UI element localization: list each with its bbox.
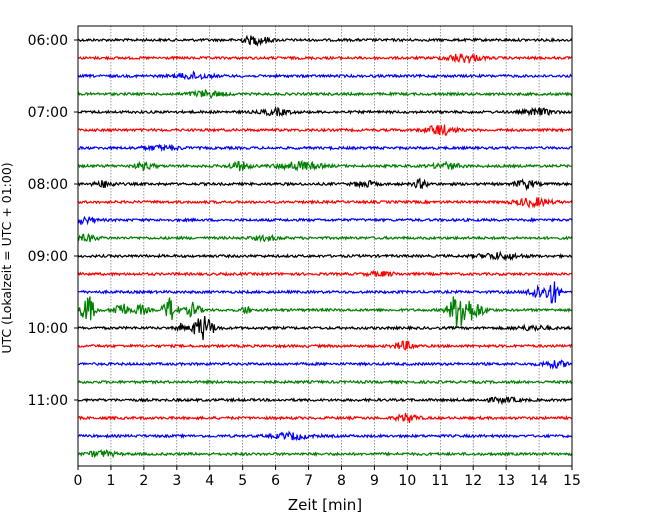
trace-0745 (77, 159, 572, 172)
x-tick-label: 13 (497, 473, 515, 489)
trace-lines (77, 34, 573, 459)
plot-frame (77, 25, 573, 467)
trace-0915 (77, 269, 573, 278)
x-tick-label: 2 (139, 473, 148, 489)
x-tick-label: 12 (464, 473, 482, 489)
trace-1045 (77, 378, 573, 386)
x-tick-label: 15 (563, 473, 581, 489)
y-axis-ticks: 06:00 07:00 08:00 09:00 10:00 11:00 (28, 33, 78, 409)
trace-0715 (77, 124, 573, 137)
trace-0900 (77, 250, 573, 262)
trace-0700 (77, 105, 573, 118)
trace-0945 (77, 296, 573, 328)
x-tick-label: 4 (205, 473, 214, 489)
trace-0830 (77, 215, 573, 226)
x-tick-label: 14 (530, 473, 548, 489)
trace-0630 (77, 70, 573, 81)
trace-1130 (77, 430, 573, 442)
y-axis-label: UTC (Lokalzeit = UTC + 01:00) (0, 162, 14, 353)
y-tick-label: 10:00 (28, 321, 68, 337)
x-tick-label: 6 (271, 473, 280, 489)
x-axis-ticks: 0 1 2 3 4 5 6 7 8 9 10 11 12 13 14 15 (74, 466, 581, 489)
y-tick-label: 06:00 (28, 33, 68, 49)
x-tick-label: 0 (74, 473, 83, 489)
x-axis-label: Zeit [min] (288, 496, 362, 514)
trace-1030 (77, 359, 573, 370)
trace-0845 (77, 232, 573, 243)
trace-0800 (77, 177, 573, 192)
x-tick-label: 11 (431, 473, 449, 489)
trace-1015 (77, 340, 573, 351)
trace-0730 (77, 143, 573, 153)
trace-0815 (77, 196, 573, 209)
trace-1000 (77, 316, 573, 341)
trace-0930 (78, 281, 573, 304)
grid-lines (77, 26, 573, 466)
trace-1115 (77, 412, 573, 423)
trace-0615 (77, 53, 573, 65)
y-tick-label: 08:00 (28, 177, 68, 193)
trace-0600 (77, 34, 573, 48)
y-tick-label: 11:00 (28, 393, 68, 409)
x-tick-label: 9 (370, 473, 379, 489)
x-tick-label: 3 (172, 473, 181, 489)
x-tick-label: 5 (238, 473, 247, 489)
x-tick-label: 7 (304, 473, 313, 489)
trace-1100 (77, 396, 573, 406)
trace-0645 (77, 88, 573, 100)
x-tick-label: 1 (106, 473, 115, 489)
x-tick-label: 10 (398, 473, 416, 489)
trace-1145 (77, 448, 573, 459)
y-tick-label: 07:00 (28, 105, 68, 121)
y-tick-label: 09:00 (28, 249, 68, 265)
x-tick-label: 8 (337, 473, 346, 489)
